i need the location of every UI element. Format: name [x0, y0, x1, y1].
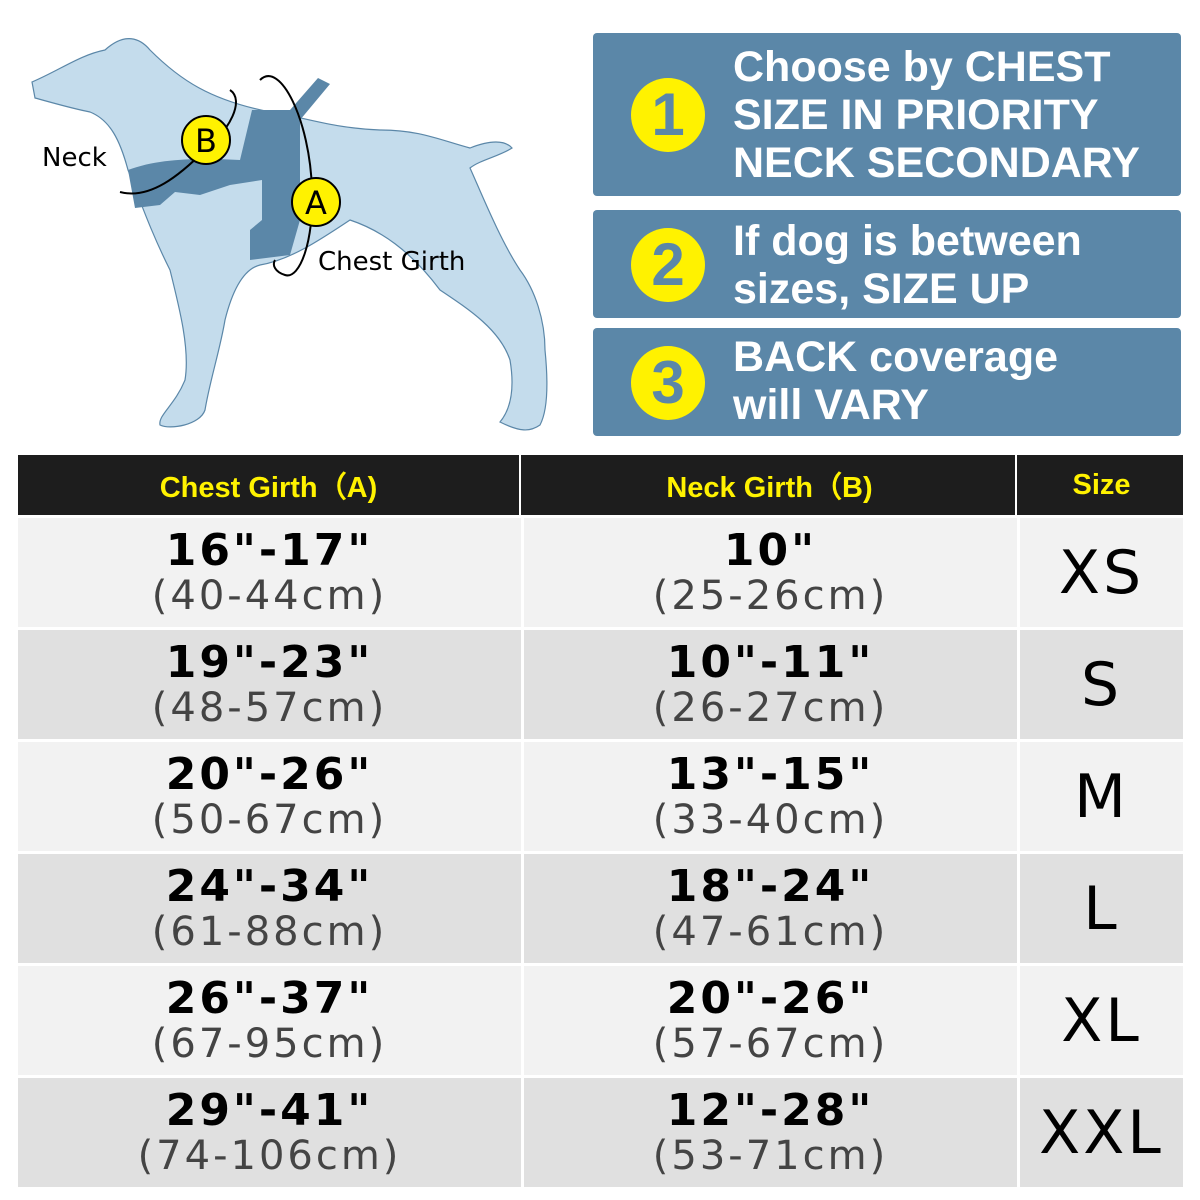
neck-inches: 13"-15": [666, 748, 875, 800]
tip-1: 1 Choose by CHEST SIZE IN PRIORITY NECK …: [593, 33, 1181, 196]
neck-cell: 13"-15" (33-40cm): [524, 742, 1017, 851]
chest-cm: (61-88cm): [151, 908, 388, 955]
neck-cell: 12"-28" (53-71cm): [524, 1078, 1017, 1187]
size-cell: XL: [1020, 966, 1183, 1075]
marker-a-circle: [291, 177, 341, 227]
size-cell: S: [1020, 630, 1183, 739]
size-value: XL: [1061, 985, 1142, 1056]
chest-cm: (50-67cm): [151, 796, 388, 843]
neck-cm: (47-61cm): [652, 908, 889, 955]
neck-cell: 10" (25-26cm): [524, 518, 1017, 627]
tip-2-text: If dog is between sizes, SIZE UP: [733, 217, 1082, 313]
chest-inches: 16"-17": [165, 524, 374, 576]
neck-label: Neck: [42, 143, 107, 173]
chest-cell: 29"-41" (74-106cm): [18, 1078, 521, 1187]
chest-cm: (40-44cm): [151, 572, 388, 619]
size-cell: M: [1020, 742, 1183, 851]
marker-b: B: [195, 122, 217, 160]
chest-inches: 20"-26": [165, 748, 374, 800]
tip-1-text: Choose by CHEST SIZE IN PRIORITY NECK SE…: [733, 43, 1140, 187]
size-cell: L: [1020, 854, 1183, 963]
table-row: 24"-34" (61-88cm) 18"-24" (47-61cm) L: [18, 854, 1183, 963]
harness: [128, 78, 330, 260]
tip-3: 3 BACK coverage will VARY: [593, 328, 1181, 436]
size-value: S: [1080, 649, 1123, 720]
chest-inches: 29"-41": [165, 1084, 374, 1136]
neck-cm: (57-67cm): [652, 1020, 889, 1067]
size-value: XXL: [1039, 1097, 1164, 1168]
neck-cell: 18"-24" (47-61cm): [524, 854, 1017, 963]
chest-label: Chest Girth: [318, 247, 465, 277]
chest-arrow: [259, 75, 314, 277]
size-value: XS: [1058, 537, 1145, 608]
chest-cm: (48-57cm): [151, 684, 388, 731]
marker-b-circle: [181, 115, 231, 165]
chest-cm: (67-95cm): [151, 1020, 388, 1067]
neck-cm: (53-71cm): [652, 1132, 889, 1179]
neck-inches: 10"-11": [666, 636, 875, 688]
size-table: Chest Girth（A) Neck Girth（B) Size 16"-17…: [18, 455, 1183, 1187]
chest-cm: (74-106cm): [137, 1132, 402, 1179]
neck-inches: 12"-28": [666, 1084, 875, 1136]
chest-inches: 19"-23": [165, 636, 374, 688]
number-2-icon: 2: [631, 228, 705, 302]
neck-inches: 10": [723, 524, 818, 576]
size-value: L: [1083, 873, 1120, 944]
neck-cell: 20"-26" (57-67cm): [524, 966, 1017, 1075]
table-row: 20"-26" (50-67cm) 13"-15" (33-40cm) M: [18, 742, 1183, 851]
header-size: Size: [1072, 468, 1131, 501]
chest-inches: 26"-37": [165, 972, 374, 1024]
table-row: 19"-23" (48-57cm) 10"-11" (26-27cm) S: [18, 630, 1183, 739]
chest-cell: 26"-37" (67-95cm): [18, 966, 521, 1075]
header-neck-girth: Neck Girth（B): [524, 455, 1017, 515]
table-header: Chest Girth（A) Neck Girth（B) Size: [18, 455, 1183, 515]
neck-inches: 18"-24": [666, 860, 875, 912]
neck-cm: (25-26cm): [652, 572, 889, 619]
chest-inches: 24"-34": [165, 860, 374, 912]
dog-harness-diagram: B A Neck Chest Girth: [31, 38, 548, 431]
table-row: 29"-41" (74-106cm) 12"-28" (53-71cm) XXL: [18, 1078, 1183, 1187]
size-value: M: [1074, 761, 1129, 832]
size-cell: XXL: [1020, 1078, 1183, 1187]
neck-cell: 10"-11" (26-27cm): [524, 630, 1017, 739]
table-row: 26"-37" (67-95cm) 20"-26" (57-67cm) XL: [18, 966, 1183, 1075]
chest-cell: 24"-34" (61-88cm): [18, 854, 521, 963]
neck-inches: 20"-26": [666, 972, 875, 1024]
chest-cell: 19"-23" (48-57cm): [18, 630, 521, 739]
neck-cm: (26-27cm): [652, 684, 889, 731]
chest-cell: 20"-26" (50-67cm): [18, 742, 521, 851]
marker-a: A: [305, 184, 327, 222]
table-row: 16"-17" (40-44cm) 10" (25-26cm) XS: [18, 518, 1183, 627]
size-cell: XS: [1020, 518, 1183, 627]
header-chest-girth: Chest Girth（A): [18, 455, 521, 515]
tip-3-text: BACK coverage will VARY: [733, 333, 1058, 429]
neck-cm: (33-40cm): [652, 796, 889, 843]
number-3-icon: 3: [631, 346, 705, 420]
tip-2: 2 If dog is between sizes, SIZE UP: [593, 210, 1181, 318]
chest-cell: 16"-17" (40-44cm): [18, 518, 521, 627]
number-1-icon: 1: [631, 78, 705, 152]
